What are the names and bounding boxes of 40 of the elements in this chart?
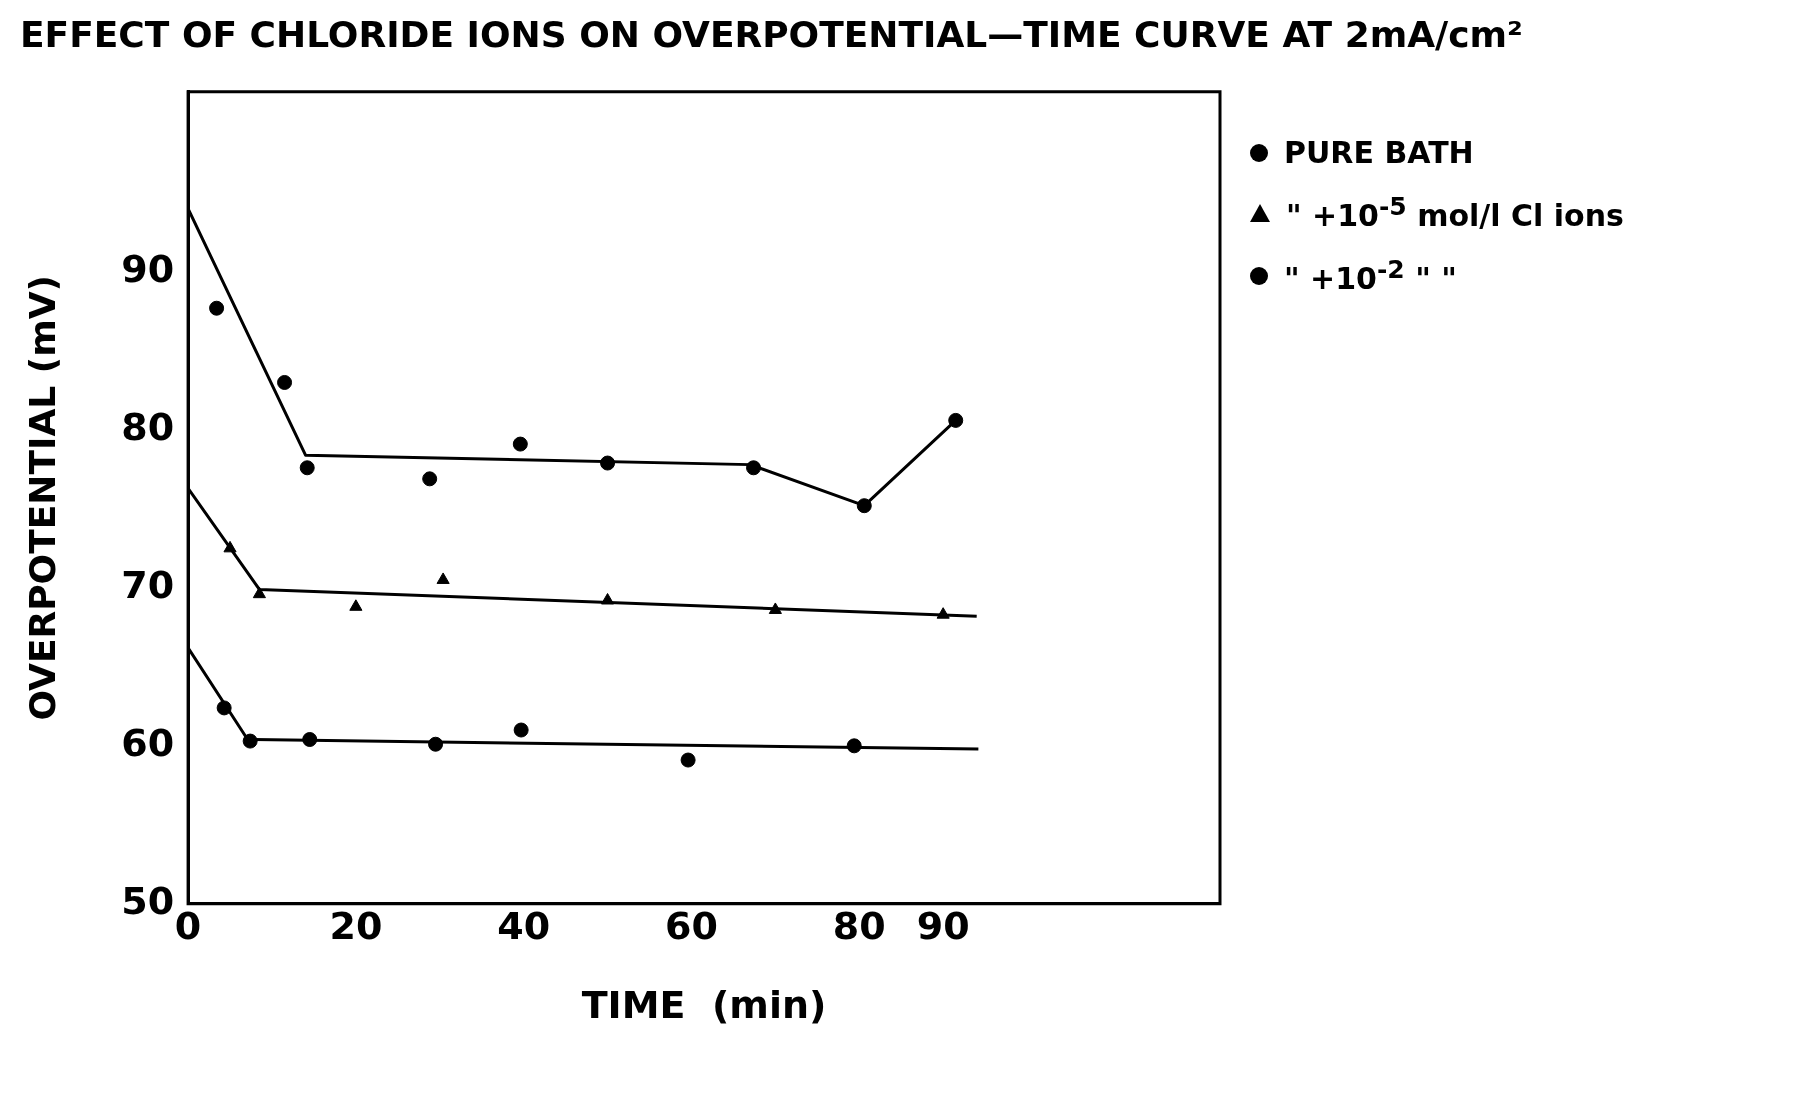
y-tick-label: 50 [121, 878, 175, 923]
point [936, 607, 950, 619]
point [242, 733, 258, 749]
y-tick-label: 60 [121, 720, 175, 765]
x-tick-label: 90 [916, 904, 970, 949]
point [680, 752, 696, 768]
point [600, 455, 616, 471]
chart-title: EFFECT OF CHLORIDE IONS ON OVERPOTENTIAL—TIME CURVE AT 2mA/cm² [19, 13, 1524, 55]
point [746, 460, 762, 476]
x-tick-label: 80 [832, 904, 886, 949]
x-tick-label: 60 [665, 904, 718, 949]
legend-label: PURE BATH [1284, 135, 1474, 170]
point [223, 540, 237, 553]
x-tick-label: 0 [174, 904, 202, 949]
x-axis-title: TIME (min) [581, 983, 827, 1028]
point [436, 572, 450, 584]
y-tick-label: 80 [121, 404, 175, 449]
point [513, 722, 529, 738]
point [277, 374, 293, 390]
point [601, 592, 615, 605]
point [856, 498, 872, 514]
legend-label: " +10$^{-5}$ mol/l Cl ions [1286, 192, 1624, 233]
point [422, 471, 438, 487]
point [216, 700, 232, 716]
point [846, 738, 862, 754]
y-tick-label: 70 [121, 562, 175, 607]
point [512, 436, 528, 452]
y-tick-label: 90 [121, 246, 175, 291]
point [299, 460, 315, 476]
point [349, 599, 363, 611]
legend-label: " +10$^{-2}$ " " [1284, 255, 1457, 296]
point [428, 736, 444, 752]
x-tick-label: 20 [329, 904, 383, 949]
point [768, 602, 782, 614]
x-tick-label: 40 [497, 904, 551, 949]
point [948, 412, 964, 428]
point [252, 586, 266, 599]
point [209, 300, 225, 316]
y-axis-title: OVERPOTENTIAL (mV) [21, 274, 63, 721]
point [302, 732, 318, 747]
